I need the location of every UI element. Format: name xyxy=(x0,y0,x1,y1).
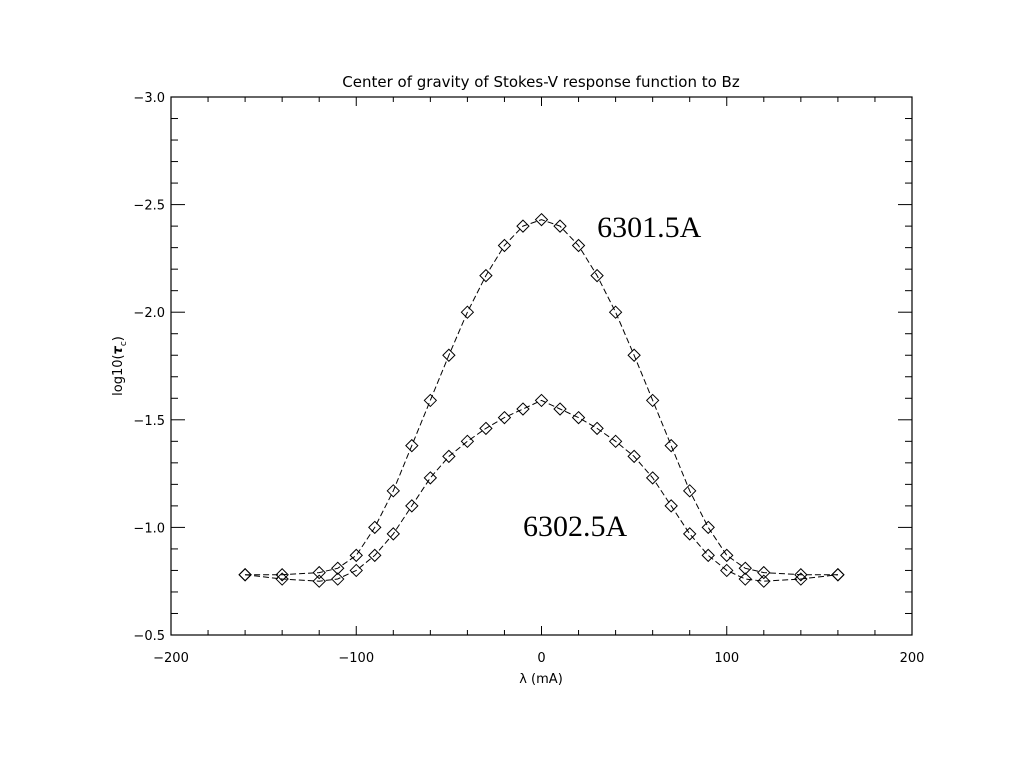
line-6301-marker xyxy=(423,393,438,408)
y-axis-label-close: ) xyxy=(111,336,126,341)
line-6302-marker xyxy=(516,402,530,416)
annotation-6301: 6301.5A xyxy=(597,211,702,244)
line-6301-marker xyxy=(368,520,382,535)
line-6301-marker xyxy=(664,438,678,453)
line-6302-marker xyxy=(238,568,252,582)
y-tick-label: −0.5 xyxy=(133,629,165,644)
line-6302-marker xyxy=(312,574,326,588)
line-6301-marker xyxy=(720,548,734,563)
line-6302-marker xyxy=(608,434,623,449)
line-6301-marker xyxy=(331,561,345,575)
line-6301-marker xyxy=(757,565,771,580)
line-6301-marker xyxy=(479,268,493,283)
line-6301-marker xyxy=(738,561,752,575)
y-axis-label: log10(τc) xyxy=(111,336,129,396)
line-6301-marker xyxy=(312,565,326,580)
line-6302-marker xyxy=(479,421,493,436)
y-axis-label-base: log10( xyxy=(111,354,126,395)
line-6301-marker xyxy=(534,212,549,227)
line-6302-marker xyxy=(645,471,660,485)
line-6302-marker xyxy=(701,548,715,563)
y-tick-label: −2.5 xyxy=(133,199,165,214)
line-6302-marker xyxy=(757,574,771,588)
line-6302-marker xyxy=(571,410,586,425)
line-6302-marker xyxy=(720,563,734,578)
line-6301-marker xyxy=(794,568,808,582)
y-axis: −0.5 −1.0 −1.5 −2.0 −2.5 −3.0 xyxy=(133,91,912,644)
line-6301-marker xyxy=(590,268,604,283)
y-tick-label: −3.0 xyxy=(133,91,165,106)
line-6301-marker xyxy=(553,219,567,233)
line-6302-marker xyxy=(664,499,678,513)
line-6302-marker xyxy=(275,572,289,586)
line-6301-marker xyxy=(571,238,586,253)
line-6302-marker xyxy=(386,527,401,541)
line-6302-marker xyxy=(460,434,475,449)
series-layer xyxy=(238,212,845,588)
line-6302 xyxy=(245,399,838,582)
y-axis-label-symbol: τ xyxy=(111,345,126,354)
y-axis-label-subscript: c xyxy=(119,341,129,346)
annotation-6302: 6302.5A xyxy=(523,510,628,543)
line-6301-marker xyxy=(516,219,530,233)
line-6302-marker xyxy=(442,449,456,464)
x-axis-label: λ (mA) xyxy=(519,672,563,687)
line-6301-marker xyxy=(460,305,475,319)
line-6302-marker xyxy=(553,402,567,416)
line-6301-marker xyxy=(645,393,660,408)
line-6302-marker xyxy=(349,563,363,578)
line-6302-marker xyxy=(738,572,752,586)
x-axis: −200 −100 0 100 200 xyxy=(153,97,924,666)
line-6302-marker xyxy=(497,410,512,425)
plot-frame xyxy=(170,96,913,636)
y-tick-label: −1.5 xyxy=(133,414,165,429)
line-6301-marker xyxy=(275,568,289,582)
line-6302-marker xyxy=(368,548,382,563)
x-tick-label: 0 xyxy=(537,651,545,666)
line-6301-marker xyxy=(682,484,697,498)
line-6301-marker xyxy=(349,548,363,563)
line-6302-marker xyxy=(590,421,604,436)
line-6302-marker xyxy=(831,568,845,582)
line-6301-marker xyxy=(497,238,512,253)
x-tick-label: −200 xyxy=(153,651,189,666)
line-6302-marker xyxy=(331,572,345,586)
line-6302-marker xyxy=(423,471,438,485)
line-6302-marker xyxy=(405,499,419,513)
line-6301-marker xyxy=(608,305,623,319)
line-6301-marker xyxy=(442,348,456,362)
chart-title: Center of gravity of Stokes-V response f… xyxy=(342,73,740,91)
line-6301-marker xyxy=(701,520,715,535)
line-6302-marker xyxy=(794,572,808,586)
y-tick-label: −1.0 xyxy=(133,521,165,536)
line-6301-marker xyxy=(627,348,641,362)
line-6301-marker xyxy=(386,484,401,498)
line-6302-marker xyxy=(534,393,549,408)
y-tick-label: −2.0 xyxy=(133,306,165,321)
line-6301-marker xyxy=(405,438,419,453)
x-tick-label: 100 xyxy=(714,651,739,666)
line-6302-marker xyxy=(627,449,641,464)
line-6301 xyxy=(245,219,838,576)
x-tick-label: 200 xyxy=(900,651,925,666)
line-6302-marker xyxy=(682,527,697,541)
x-tick-label: −100 xyxy=(338,651,374,666)
